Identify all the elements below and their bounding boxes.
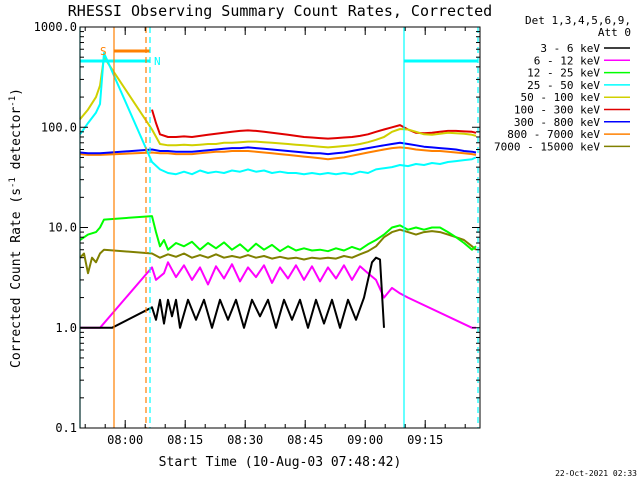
legend-label: 7000 - 15000 keV — [494, 140, 600, 153]
series-line-3-6-kev — [80, 256, 385, 329]
x-tick-label: 09:15 — [407, 433, 443, 447]
series-line-7000-15000-kev — [79, 228, 477, 275]
series-line-50-100-kev — [79, 56, 477, 149]
y-axis-label-sup-1: -1 — [8, 177, 18, 188]
legend-label: 50 - 100 keV — [521, 91, 601, 104]
y-axis-label-main: Corrected Count Rate (s — [9, 188, 24, 368]
legend-label: 3 - 6 keV — [540, 42, 600, 55]
series-line-6-12-kev — [80, 261, 476, 329]
legend-label: 300 - 800 keV — [514, 116, 600, 129]
y-tick-label: 1.0 — [55, 321, 77, 335]
y-tick-label: 1000.0 — [34, 20, 77, 34]
legend-label: 6 - 12 keV — [534, 54, 601, 67]
y-axis-label-end: ) — [9, 88, 24, 96]
y-tick-label: 10.0 — [48, 221, 77, 235]
series-line-800-7000-kev — [79, 146, 477, 161]
legend-label: 12 - 25 keV — [527, 67, 600, 80]
y-axis-label-sup-2: -1 — [8, 96, 18, 107]
legend-label: 800 - 7000 keV — [507, 128, 600, 141]
chart-title: RHESSI Observing Summary Count Rates, Co… — [68, 2, 492, 20]
legend-label: 100 - 300 keV — [514, 104, 600, 117]
plot-frame — [79, 26, 481, 429]
legend-header-line-1: Det 1,3,4,5,6,9, — [525, 14, 631, 27]
legend-label: 25 - 50 keV — [527, 79, 600, 92]
timestamp: 22-Oct-2021 02:33 — [555, 469, 637, 478]
y-tick-label: 0.1 — [55, 421, 77, 435]
plot-area: S N 1000.0 100.0 10.0 1.0 0.1 08:00 08:15 08:30… — [34, 20, 481, 447]
x-tick-label: 08:45 — [287, 433, 323, 447]
series-line-300-800-kev — [79, 141, 477, 156]
x-tick-label: 08:00 — [107, 433, 143, 447]
night-label: N — [154, 55, 161, 68]
x-axis: 08:00 08:15 08:30 08:45 09:00 09:15 — [84, 27, 466, 447]
legend-header-line-2: Att 0 — [598, 26, 631, 39]
y-axis-label: Corrected Count Rate (s-1 detector-1) — [8, 88, 24, 368]
saa-label: S — [100, 45, 107, 58]
y-axis-label-mid: detector — [9, 107, 24, 178]
x-axis-label: Start Time (10-Aug-03 07:48:42) — [159, 455, 402, 470]
x-tick-label: 08:30 — [227, 433, 263, 447]
series-line-25-50-kev — [79, 52, 477, 176]
y-tick-label: 100.0 — [41, 120, 77, 134]
series-layer — [79, 52, 477, 329]
series-line-12-25-kev — [79, 215, 477, 253]
y-axis: 1000.0 100.0 10.0 1.0 0.1 — [34, 20, 480, 435]
x-tick-label: 09:00 — [347, 433, 383, 447]
x-tick-label: 08:15 — [167, 433, 203, 447]
